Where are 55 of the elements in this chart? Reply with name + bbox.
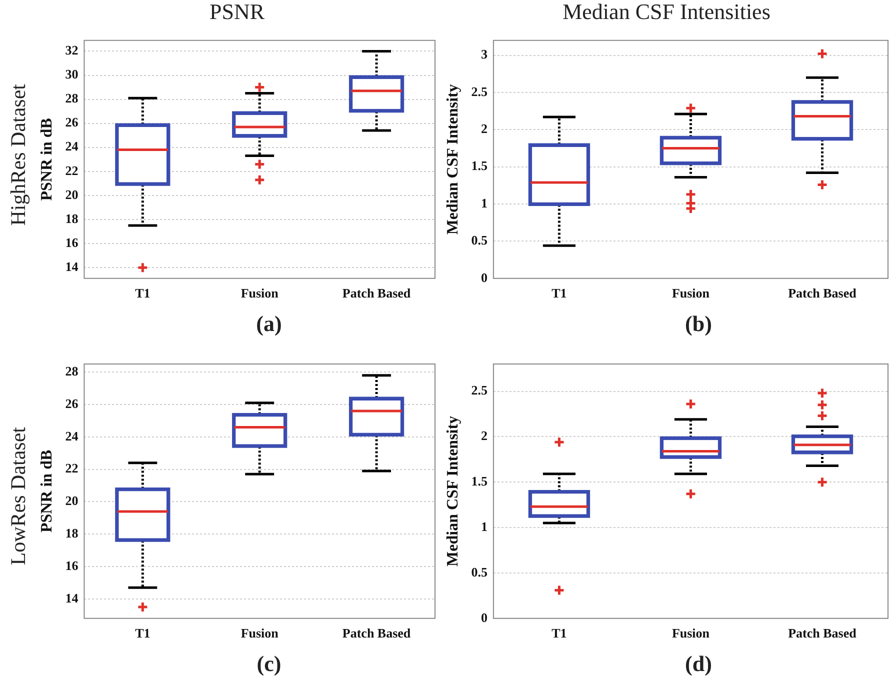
- y-tick-label: 28: [65, 90, 79, 106]
- y-tick-label: 0: [480, 270, 488, 285]
- x-tick-label: Patch Based: [342, 286, 412, 301]
- y-axis-title: Median CSF Intensity: [444, 84, 462, 235]
- x-tick-label: T1: [552, 626, 567, 641]
- y-tick-label: 0.5: [471, 232, 488, 248]
- y-tick-label: 22: [65, 162, 78, 178]
- x-tick-label: Patch Based: [788, 286, 858, 301]
- chart-title: Median CSF Intensities: [562, 0, 770, 24]
- y-axis-title: PSNR in dB: [38, 450, 56, 533]
- y-tick-label: 3: [480, 46, 488, 62]
- y-tick-label: 28: [65, 363, 79, 378]
- text: (b): [684, 310, 713, 338]
- text: (d): [684, 650, 713, 678]
- y-tick-label: 2: [480, 121, 488, 136]
- x-tick-label: Fusion: [672, 286, 710, 301]
- y-tick-label: 24: [65, 428, 79, 444]
- text: HighRes Dataset: [6, 84, 30, 226]
- y-tick-label: 2: [480, 428, 488, 444]
- x-tick-label: Fusion: [240, 286, 280, 301]
- y-tick-label: 20: [65, 186, 78, 202]
- x-tick-label: T1: [135, 626, 150, 641]
- y-tick-label: 32: [65, 42, 78, 58]
- chart-title: PSNR: [209, 0, 265, 24]
- y-axis-title: PSNR in dB: [38, 118, 56, 201]
- y-tick-label: 20: [65, 493, 78, 508]
- y-tick-label: 1.5: [471, 473, 488, 488]
- text: (a): [255, 310, 283, 338]
- y-axis-title: Median CSF Intensity: [444, 416, 462, 566]
- y-tick-label: 18: [65, 210, 79, 226]
- y-tick-label: 16: [65, 558, 79, 573]
- y-tick-label: 2.5: [471, 84, 488, 99]
- text: LowRes Dataset: [6, 426, 30, 566]
- y-tick-label: 1: [480, 518, 488, 534]
- y-tick-label: 0.5: [471, 564, 488, 580]
- y-tick-label: 16: [65, 234, 79, 250]
- y-tick-label: 26: [65, 396, 79, 411]
- y-tick-label: 22: [65, 460, 78, 476]
- x-tick-label: T1: [135, 286, 150, 301]
- y-tick-label: 2.5: [471, 382, 488, 398]
- text: (c): [256, 650, 282, 678]
- x-tick-label: Patch Based: [342, 626, 412, 641]
- y-tick-label: 1.5: [471, 158, 488, 174]
- y-tick-label: 30: [65, 66, 78, 82]
- x-tick-label: Fusion: [672, 626, 710, 641]
- y-tick-label: 1: [480, 195, 488, 210]
- y-tick-label: 14: [65, 590, 79, 606]
- y-tick-label: 18: [65, 526, 79, 540]
- y-tick-label: 26: [65, 114, 79, 130]
- y-tick-label: 24: [65, 138, 79, 154]
- x-tick-label: Patch Based: [788, 626, 858, 641]
- y-tick-label: 14: [65, 258, 79, 274]
- x-tick-label: Fusion: [240, 626, 280, 641]
- y-tick-label: 0: [480, 610, 488, 625]
- x-tick-label: T1: [552, 286, 567, 301]
